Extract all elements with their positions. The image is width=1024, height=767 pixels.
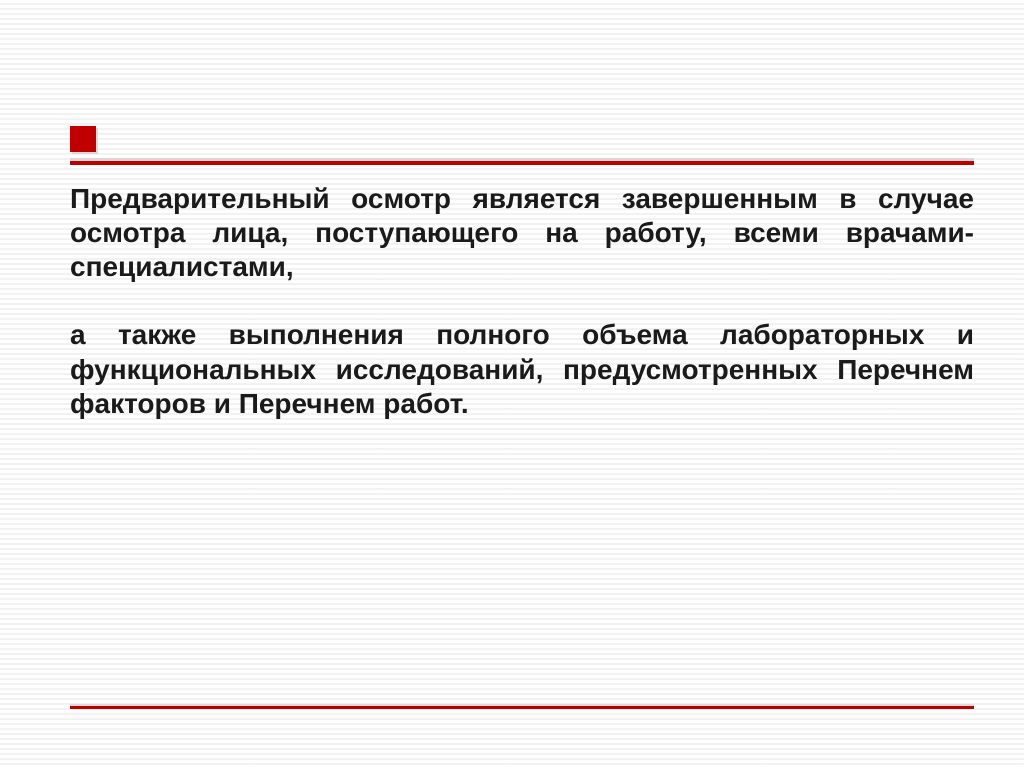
- horizontal-rule-top: [70, 158, 974, 165]
- accent-box-fill: [70, 126, 96, 152]
- body-text: Предварительный осмотр является завершен…: [70, 182, 974, 455]
- accent-box: [70, 126, 96, 152]
- paragraph-2: а также выполнения полного объема лабора…: [70, 318, 974, 420]
- horizontal-rule-bottom: [70, 704, 974, 709]
- paragraph-1: Предварительный осмотр является завершен…: [70, 182, 974, 284]
- slide: Предварительный осмотр является завершен…: [0, 0, 1024, 767]
